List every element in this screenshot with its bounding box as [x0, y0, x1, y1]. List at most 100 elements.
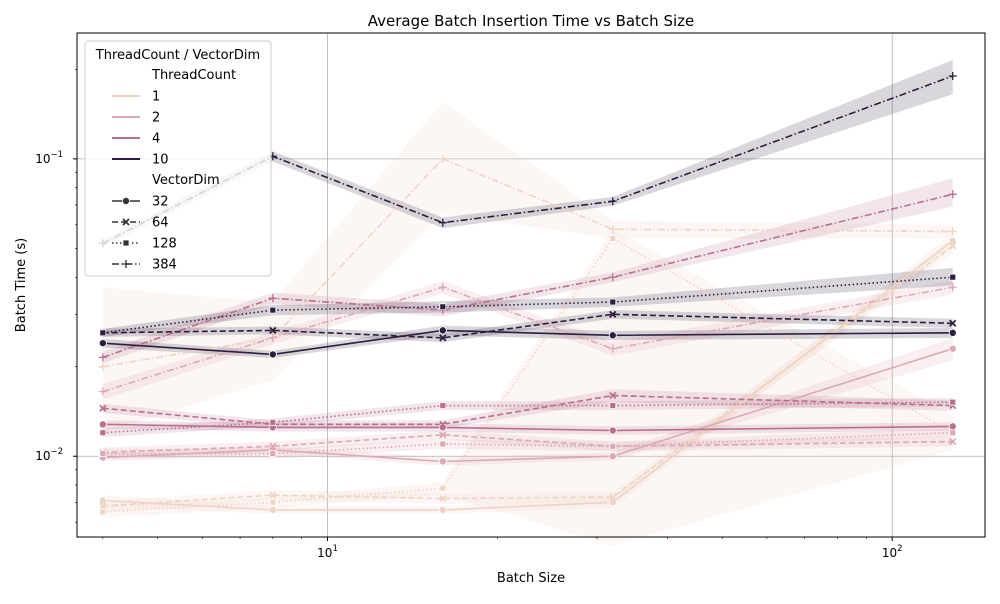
- data-point-t10-d32: [268, 350, 277, 359]
- marker-plus-stroke: [98, 387, 107, 396]
- legend-style-label: 128: [152, 237, 177, 252]
- data-point-t1-d384: [608, 225, 617, 234]
- marker-x-stroke: [99, 502, 107, 510]
- series-line-t10-d64: [102, 313, 953, 339]
- data-point-t4-d128: [949, 398, 957, 406]
- data-point-t2-d64: [439, 431, 447, 439]
- x-tick-exponent: 2: [897, 544, 902, 554]
- data-point-t10-d64: [439, 334, 447, 342]
- marker-plus-stroke: [948, 71, 957, 80]
- marker-plus-stroke: [948, 283, 957, 292]
- data-point-t10-d128: [99, 329, 107, 337]
- legend-style-label: 64: [152, 216, 169, 231]
- data-point-t10-d64: [949, 319, 957, 327]
- data-point-t10-d64: [269, 326, 277, 335]
- data-point-t1-d32: [98, 496, 107, 505]
- marker-plus-stroke: [268, 333, 277, 342]
- marker-x-stroke: [439, 334, 447, 342]
- data-point-t4-d384: [948, 190, 957, 199]
- data-point-t4-d32: [608, 426, 617, 435]
- legend-box: [84, 40, 272, 277]
- data-point-t1-d384: [948, 227, 957, 236]
- data-point-t4-d384: [608, 273, 617, 282]
- y-tick-exponent: −2: [50, 447, 63, 457]
- data-point-t2-d384: [608, 344, 617, 353]
- data-point-t1-d32: [268, 505, 277, 514]
- data-point-t4-d384: [268, 294, 277, 303]
- marker-plus-stroke: [948, 227, 957, 236]
- series-line-t1-d64: [102, 245, 954, 507]
- marker-plus-stroke: [438, 283, 447, 292]
- data-point-t10-d384: [948, 71, 957, 80]
- data-point-t10-d128: [439, 303, 447, 311]
- data-point-t2-d384: [438, 283, 447, 292]
- data-point-t2-d64: [949, 437, 957, 446]
- marker-plus-stroke: [608, 225, 617, 234]
- series-line-t2-d64: [102, 433, 953, 454]
- marker-x-stroke: [609, 391, 617, 400]
- data-point-t2-d128: [99, 450, 107, 458]
- marker-x-stroke: [439, 420, 447, 428]
- data-point-t1-d32: [608, 498, 617, 507]
- data-point-t1-d64: [609, 493, 617, 501]
- legend-hue-title: ThreadCount: [151, 68, 236, 83]
- marker-x-stroke: [439, 431, 447, 439]
- marker-plus-stroke: [608, 197, 617, 206]
- x-axis-label: Batch Size: [497, 571, 565, 586]
- ci-band-t2-d64: [102, 430, 953, 458]
- data-point-t4-d32: [948, 422, 957, 431]
- data-point-t1-d384: [438, 154, 447, 163]
- marker-x-stroke: [949, 242, 957, 250]
- marker-plus-stroke: [608, 344, 617, 353]
- data-point-t1-d64: [949, 242, 957, 250]
- marker-plus-stroke: [438, 154, 447, 163]
- data-point-t10-d128: [609, 298, 617, 306]
- marker-plus-stroke: [438, 218, 447, 227]
- legend-entries: ThreadCount 1 2 4 10 VectorDim 32 64 128 384: [112, 68, 236, 273]
- legend-style-marker: [122, 218, 130, 226]
- legend-style-label: 32: [152, 195, 169, 210]
- data-point-t1-d128: [609, 235, 617, 242]
- ci-band-t1-d32: [102, 233, 953, 514]
- marker-x-stroke: [949, 319, 957, 327]
- marker-x-stroke: [269, 491, 277, 499]
- series-line-t4-d384: [102, 193, 953, 359]
- series-line-t10-d128: [102, 276, 953, 334]
- marker-x-stroke: [269, 326, 277, 335]
- data-point-t4-d32: [98, 420, 107, 429]
- data-point-t10-d32: [608, 331, 617, 340]
- data-point-t1-d64: [439, 495, 447, 503]
- marker-x-stroke: [949, 437, 957, 446]
- series-line-t4-d64: [102, 394, 953, 426]
- marker-plus-stroke: [122, 260, 130, 268]
- marker-x-stroke: [269, 442, 277, 450]
- data-point-t4-d128: [609, 402, 617, 409]
- data-point-t10-d32: [438, 326, 447, 335]
- data-point-t1-d64: [99, 502, 107, 510]
- data-point-t10-d384: [438, 218, 447, 227]
- data-point-t1-d128: [99, 508, 107, 516]
- legend: ThreadCount / VectorDim ThreadCount 1 2 4 10…: [84, 40, 272, 277]
- legend-hue-label: 10: [152, 153, 169, 168]
- data-point-t4-d128: [439, 402, 447, 409]
- data-point-t2-d32: [948, 344, 957, 353]
- data-point-t1-d32: [948, 236, 957, 245]
- marker-plus-stroke: [608, 273, 617, 282]
- series-markers: [98, 71, 957, 516]
- data-point-t10-d384: [608, 197, 617, 206]
- data-point-t4-d64: [99, 404, 107, 412]
- data-point-t2-d128: [949, 429, 957, 437]
- ci-band-t10-d128: [102, 267, 953, 337]
- marker-x-stroke: [99, 404, 107, 412]
- marker-plus-stroke: [268, 294, 277, 303]
- legend-style-title: VectorDim: [152, 173, 220, 188]
- y-tick-exponent: −1: [50, 150, 63, 160]
- ci-band-t1-d384: [102, 102, 953, 433]
- marker-x-stroke: [609, 493, 617, 501]
- data-point-t1-d32: [438, 505, 447, 514]
- ci-band-t1-d128: [102, 229, 953, 546]
- data-point-t10-d32: [98, 339, 107, 348]
- data-point-t2-d64: [269, 442, 277, 450]
